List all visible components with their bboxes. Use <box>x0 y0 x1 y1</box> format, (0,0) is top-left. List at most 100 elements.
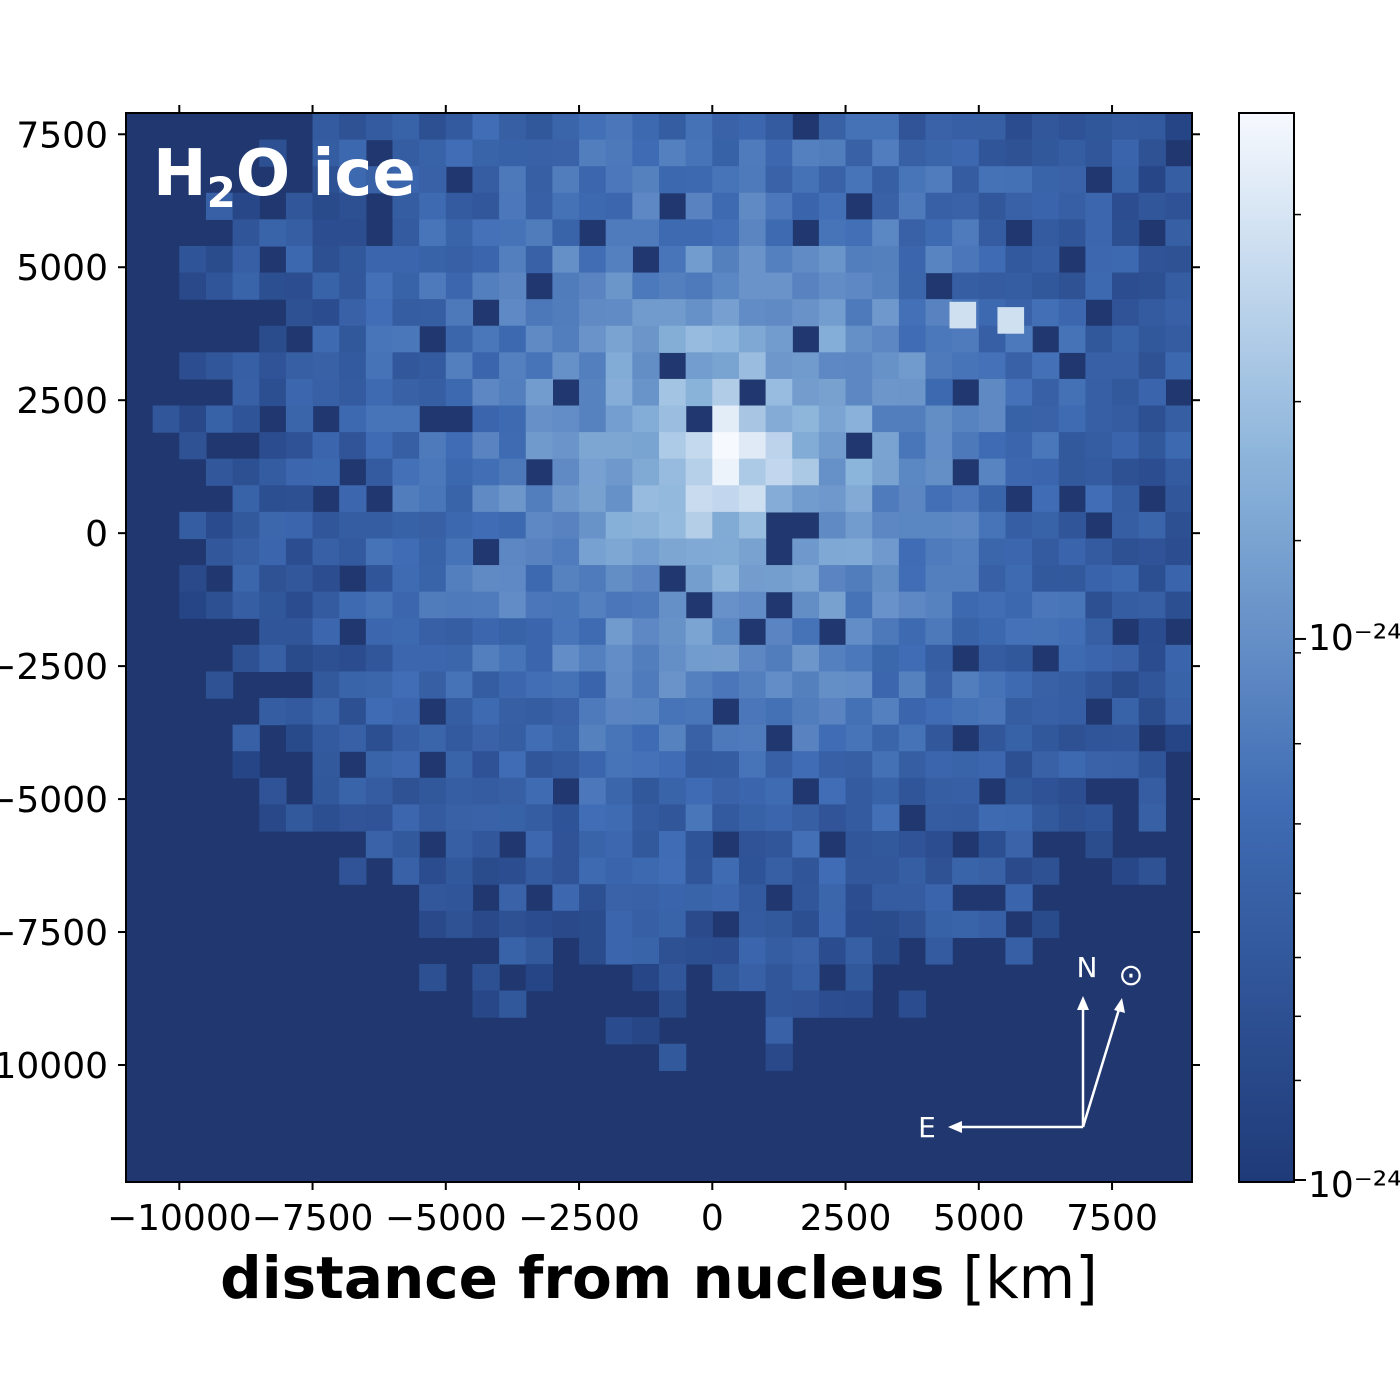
heatmap-cell <box>1005 830 1033 859</box>
heatmap-cell <box>392 777 420 805</box>
heatmap-cell <box>205 405 234 433</box>
heatmap-cell <box>285 272 314 300</box>
heatmap-cell <box>285 591 314 619</box>
heatmap-cell <box>312 538 340 566</box>
heatmap-cell <box>419 192 447 220</box>
heatmap-cell <box>232 272 260 300</box>
heatmap-cell <box>845 990 873 1018</box>
heatmap-cell <box>339 113 367 141</box>
heatmap-cell <box>525 591 553 619</box>
heatmap-cell <box>712 937 740 965</box>
heatmap-cell <box>685 804 713 832</box>
heatmap-cell <box>605 166 633 194</box>
heatmap-cell <box>365 272 394 300</box>
heatmap-cell <box>552 405 580 433</box>
heatmap-cell <box>792 724 820 752</box>
heatmap-cell <box>1165 272 1192 300</box>
heatmap-cell <box>339 511 367 540</box>
heatmap-cell <box>1165 538 1192 566</box>
heatmap-cell <box>365 432 394 460</box>
heatmap-cell <box>499 804 527 832</box>
heatmap-cell <box>845 724 873 752</box>
heatmap-cell <box>472 644 500 673</box>
y-tick-label: 7500 <box>16 115 108 156</box>
heatmap-cell <box>552 272 580 300</box>
heatmap-cell <box>472 272 500 300</box>
heatmap-cell <box>605 884 633 912</box>
heatmap-cell <box>685 671 713 699</box>
heatmap-cell <box>605 219 633 247</box>
heatmap-cell <box>1032 272 1060 300</box>
heatmap-cell <box>738 458 767 486</box>
heatmap-cell <box>499 937 527 965</box>
heatmap-cell <box>1138 166 1166 194</box>
heatmap-cell <box>712 565 740 593</box>
heatmap-cell <box>845 618 873 646</box>
heatmap-cell <box>765 352 793 380</box>
heatmap-cell <box>1138 272 1166 300</box>
heatmap-cell <box>1058 724 1086 752</box>
heatmap-cell <box>845 113 873 141</box>
heatmap-cell <box>472 565 500 593</box>
heatmap-cell <box>765 910 793 938</box>
heatmap-cell <box>205 458 234 486</box>
heatmap-cell <box>392 698 420 726</box>
heatmap-cell <box>845 245 873 274</box>
heatmap-cell <box>525 485 553 513</box>
heatmap-cell <box>632 724 660 752</box>
heatmap-cell <box>259 777 287 805</box>
heatmap-cell <box>1032 245 1060 274</box>
heatmap-cell <box>1112 405 1140 433</box>
heatmap-cell <box>525 804 553 832</box>
heatmap-cell <box>712 325 740 353</box>
heatmap-cell <box>419 963 447 992</box>
y-axis: 7500 5000 2500 0 −2500 −5000 −7500 −10000 <box>0 115 1200 1087</box>
heatmap-cell <box>339 485 367 513</box>
heatmap-cell <box>579 751 607 779</box>
heatmap-cell <box>339 352 367 380</box>
heatmap-cell <box>659 990 687 1018</box>
heatmap-cell <box>339 538 367 566</box>
heatmap-cell <box>312 245 340 274</box>
heatmap-cell <box>712 405 740 433</box>
heatmap-cell <box>472 219 500 247</box>
heatmap-cell <box>898 990 927 1018</box>
heatmap-cell <box>445 591 474 619</box>
heatmap-cell <box>659 272 687 300</box>
sun-arrowhead <box>1114 998 1125 1013</box>
heatmap-cell <box>765 937 793 965</box>
heatmap-cell <box>659 113 687 141</box>
heatmap-cell <box>1165 166 1192 194</box>
heatmap-cell <box>472 166 500 194</box>
heatmap-cell <box>952 139 980 167</box>
heatmap-cell <box>978 485 1007 513</box>
heatmap-cell <box>818 166 847 194</box>
heatmap-cell <box>978 698 1007 726</box>
heatmap-cell <box>1112 299 1140 327</box>
heatmap-cell <box>579 139 607 167</box>
heatmap-cell <box>1138 591 1166 619</box>
heatmap-cell <box>1165 458 1192 486</box>
heatmap-cell <box>818 777 847 805</box>
heatmap-cell <box>392 618 420 646</box>
heatmap-cell <box>285 378 314 407</box>
heatmap-cell <box>232 751 260 779</box>
compass-north-label: N <box>1077 951 1098 984</box>
heatmap-cell <box>712 378 740 407</box>
heatmap-cell <box>845 405 873 433</box>
heatmap-cell <box>605 724 633 752</box>
heatmap-cell <box>365 458 394 486</box>
heatmap-cell <box>818 990 847 1018</box>
heatmap-cell <box>792 751 820 779</box>
heatmap-cell <box>605 192 633 220</box>
heatmap-cell <box>685 139 713 167</box>
heatmap-cell <box>339 804 367 832</box>
heatmap-cell <box>738 511 767 540</box>
heatmap-cell <box>605 139 633 167</box>
heatmap-cell <box>445 325 474 353</box>
heatmap-cell <box>1032 219 1060 247</box>
heatmap-cell <box>259 804 287 832</box>
heatmap-cell <box>872 325 900 353</box>
heatmap-cell <box>445 777 474 805</box>
heatmap-cell <box>685 937 713 965</box>
